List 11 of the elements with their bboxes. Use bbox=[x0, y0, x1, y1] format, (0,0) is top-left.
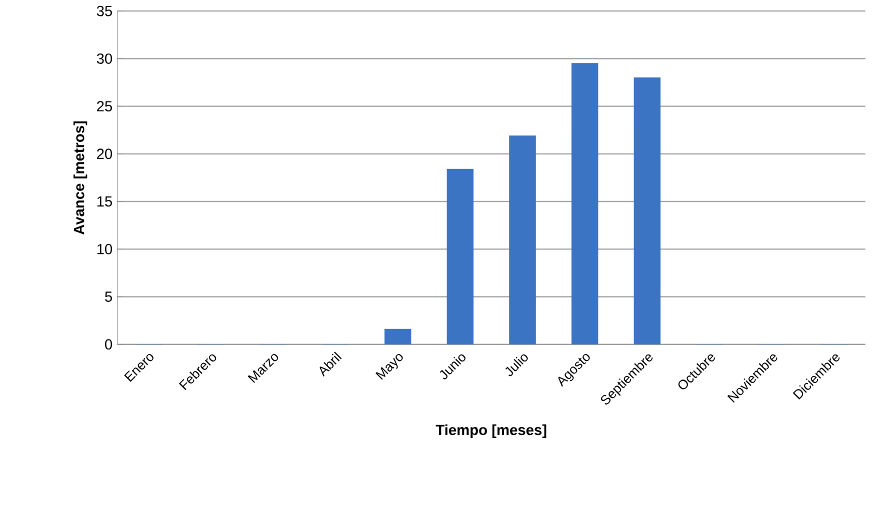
y-tick-label: 25 bbox=[97, 101, 112, 112]
y-tick-label: 15 bbox=[97, 196, 112, 207]
y-tick-label: 10 bbox=[97, 244, 112, 254]
y-tick-label: 35 bbox=[96, 6, 112, 16]
y-tick-label: 0 bbox=[105, 339, 112, 350]
y-tick-label: 30 bbox=[96, 53, 112, 64]
x-tick-label: Julio bbox=[505, 354, 528, 376]
y-tick-label: 20 bbox=[97, 148, 112, 160]
y-tick-label: 5 bbox=[105, 292, 112, 302]
x-axis-title: Tiempo [meses] bbox=[436, 424, 546, 438]
y-axis-title: Avance [metros] bbox=[73, 121, 88, 235]
